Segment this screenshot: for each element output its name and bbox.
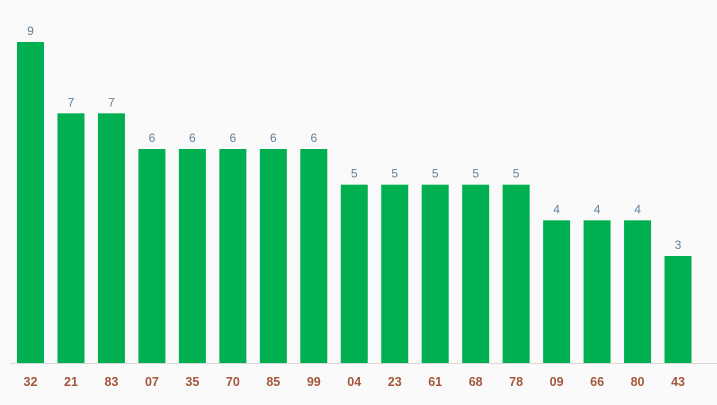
bar-61: [421, 184, 449, 363]
data-label: 6: [230, 131, 237, 145]
x-tick-label: 32: [24, 375, 38, 389]
x-tick-label: 35: [185, 375, 199, 389]
x-tick-label: 61: [428, 375, 442, 389]
bar-21: [57, 113, 85, 363]
data-label: 9: [27, 24, 34, 38]
x-tick-label: 09: [550, 375, 564, 389]
bar-09: [543, 220, 571, 363]
data-label: 6: [189, 131, 196, 145]
bar-43: [664, 256, 692, 363]
data-label: 5: [472, 167, 479, 181]
data-label: 3: [675, 238, 682, 252]
data-label: 4: [634, 202, 641, 216]
bar-66: [583, 220, 611, 363]
x-tick-label: 99: [307, 375, 321, 389]
data-label: 5: [351, 167, 358, 181]
bar-23: [381, 184, 409, 363]
bar-80: [624, 220, 652, 363]
x-tick-label: 23: [388, 375, 402, 389]
x-tick-label: 07: [145, 375, 159, 389]
x-tick-label: 04: [347, 375, 361, 389]
bar-85: [259, 149, 287, 363]
data-label: 7: [68, 95, 75, 109]
x-tick-label: 83: [104, 375, 118, 389]
data-label: 5: [391, 167, 398, 181]
x-tick-label: 66: [590, 375, 604, 389]
x-tick-label: 68: [469, 375, 483, 389]
x-tick-label: 78: [509, 375, 523, 389]
bar-07: [138, 149, 166, 363]
bar-99: [300, 149, 328, 363]
data-label: 7: [108, 95, 115, 109]
bar-83: [97, 113, 125, 363]
data-label: 6: [310, 131, 317, 145]
bar-32: [17, 42, 44, 363]
x-tick-label: 43: [671, 375, 685, 389]
bar-04: [340, 184, 368, 363]
data-label: 5: [513, 167, 520, 181]
x-tick-label: 21: [64, 375, 78, 389]
data-label: 4: [553, 202, 560, 216]
data-label: 4: [594, 202, 601, 216]
data-label: 5: [432, 167, 439, 181]
bar-35: [178, 149, 206, 363]
x-tick-label: 85: [266, 375, 280, 389]
bar-68: [462, 184, 490, 363]
bar-70: [219, 149, 247, 363]
data-label: 6: [270, 131, 277, 145]
x-tick-label: 70: [226, 375, 240, 389]
bar-78: [502, 184, 530, 363]
data-label: 6: [149, 131, 156, 145]
x-tick-label: 80: [631, 375, 645, 389]
